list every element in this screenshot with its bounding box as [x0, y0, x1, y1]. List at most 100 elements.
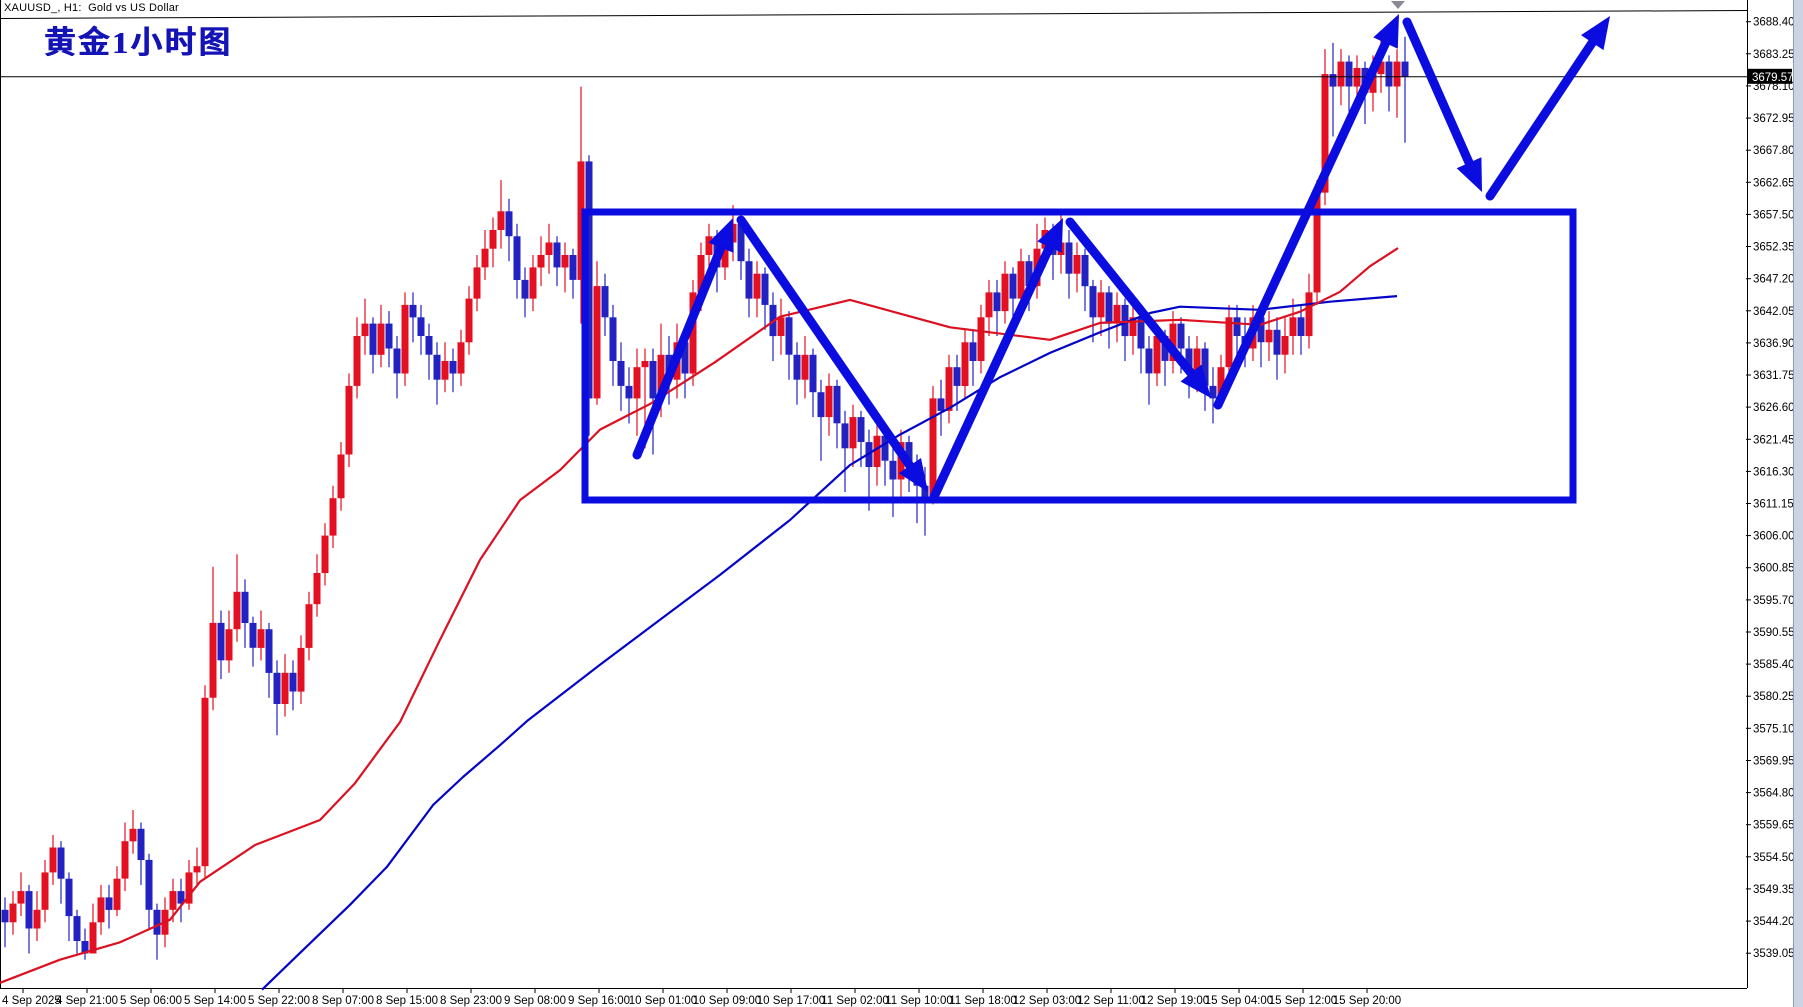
candle-body: [1089, 286, 1097, 318]
candle-body: [881, 435, 889, 461]
candle-body: [689, 292, 697, 374]
candle-body: [633, 367, 641, 399]
trend-arrowhead-icon[interactable]: [1180, 364, 1212, 398]
trend-arrow-shaft[interactable]: [1213, 28, 1395, 410]
trend-arrowhead-icon[interactable]: [1037, 218, 1063, 253]
candle-body: [305, 604, 313, 648]
price-axis-label: 3559.65: [1753, 820, 1795, 832]
candle-body: [1233, 317, 1241, 336]
candle-body: [17, 891, 25, 904]
candle-body: [849, 417, 857, 449]
candle-body: [1001, 273, 1009, 312]
trend-arrow-shaft[interactable]: [929, 232, 1059, 502]
trend-arrow-shaft[interactable]: [1485, 28, 1603, 201]
candle-body: [1329, 74, 1337, 87]
ma-fast-line[interactable]: [0, 247, 1399, 984]
candle-body: [433, 354, 441, 380]
candle-body: [1113, 304, 1121, 324]
candles-layer: [1, 30, 1409, 960]
trend-arrow-shaft[interactable]: [1065, 217, 1203, 387]
candle-body: [529, 267, 537, 299]
trend-arrow-shaft[interactable]: [1402, 17, 1479, 178]
candle-body: [1273, 329, 1281, 355]
price-axis-label: 3626.60: [1753, 402, 1795, 414]
candle-body: [1193, 348, 1201, 374]
candle-body: [505, 211, 513, 237]
trend-arrowhead-icon[interactable]: [898, 458, 928, 492]
candle-body: [825, 385, 833, 418]
candle-body: [401, 304, 409, 374]
candle-body: [1209, 385, 1217, 399]
candle-body: [785, 317, 793, 355]
trend-arrowhead-icon[interactable]: [1456, 157, 1482, 192]
candle-body: [1289, 317, 1297, 336]
time-axis-label: 12 Sep 11:00: [1077, 995, 1145, 1007]
candle-body: [1121, 304, 1129, 337]
candle-body: [233, 591, 241, 630]
candle-body: [721, 242, 729, 268]
candle-body: [889, 460, 897, 480]
candle-body: [681, 342, 689, 374]
candle-body: [617, 361, 625, 386]
candle-body: [1177, 323, 1185, 349]
candle-body: [497, 211, 505, 230]
candle-body: [33, 909, 41, 929]
trend-arrowhead-icon[interactable]: [708, 218, 734, 253]
trend-arrowhead-icon[interactable]: [1581, 16, 1610, 51]
candle-body: [417, 317, 425, 336]
candle-body: [329, 498, 337, 536]
candle-body: [857, 417, 865, 442]
time-axis-label: 12 Sep 03:00: [1013, 995, 1081, 1007]
candle-body: [961, 342, 969, 386]
time-axis-label: 10 Sep 01:00: [629, 995, 697, 1007]
candle-body: [1025, 261, 1033, 287]
trend-arrowhead-icon[interactable]: [1373, 14, 1399, 49]
time-axis-label: 10 Sep 17:00: [757, 995, 825, 1007]
candle-body: [1073, 255, 1081, 274]
candle-body: [985, 292, 993, 318]
candle-body: [393, 348, 401, 374]
candle-body: [625, 385, 633, 399]
consolidation-rectangle[interactable]: [581, 208, 1577, 504]
time-axis-label: 8 Sep 07:00: [312, 995, 374, 1007]
candle-body: [457, 342, 465, 374]
price-axis-label: 3662.65: [1753, 177, 1795, 189]
candle-body: [1009, 273, 1017, 299]
candle-body: [1153, 336, 1161, 374]
candle-body: [1, 909, 9, 923]
candle-body: [25, 891, 33, 929]
candle-body: [929, 398, 937, 499]
candle-body: [921, 485, 929, 499]
candle-body: [465, 298, 473, 343]
candle-body: [81, 941, 89, 954]
candle-body: [225, 629, 233, 661]
price-axis-label: 3554.50: [1753, 852, 1795, 864]
candle-body: [321, 535, 329, 573]
time-axis-label: 15 Sep 20:00: [1333, 995, 1401, 1007]
ma-slow-line[interactable]: [261, 295, 1398, 991]
trend-arrow-shaft[interactable]: [632, 232, 730, 460]
candle-body: [1305, 292, 1313, 337]
candle-body: [609, 317, 617, 361]
trend-arrow-shaft[interactable]: [736, 215, 921, 480]
candle-body: [1313, 192, 1321, 293]
candle-body: [441, 361, 449, 380]
candle-body: [585, 161, 593, 399]
candle-body: [1297, 317, 1305, 336]
candle-body: [313, 573, 321, 605]
candle-body: [1201, 348, 1209, 386]
candle-body: [1345, 61, 1353, 87]
candle-body: [185, 872, 193, 904]
price-axis-label: 3636.90: [1753, 338, 1795, 350]
price-axis-label: 3544.20: [1753, 916, 1795, 928]
candle-body: [297, 647, 305, 692]
time-axis-label: 11 Sep 02:00: [821, 995, 889, 1007]
candle-body: [873, 435, 881, 467]
chart-title[interactable]: 黄金1小时图: [44, 25, 233, 60]
current-price-tag: [1748, 68, 1792, 84]
price-axis-label: 3539.05: [1753, 948, 1795, 960]
candle-body: [249, 622, 257, 648]
candle-body: [153, 909, 161, 935]
time-axis-label: 4 Sep 2025: [2, 995, 61, 1007]
